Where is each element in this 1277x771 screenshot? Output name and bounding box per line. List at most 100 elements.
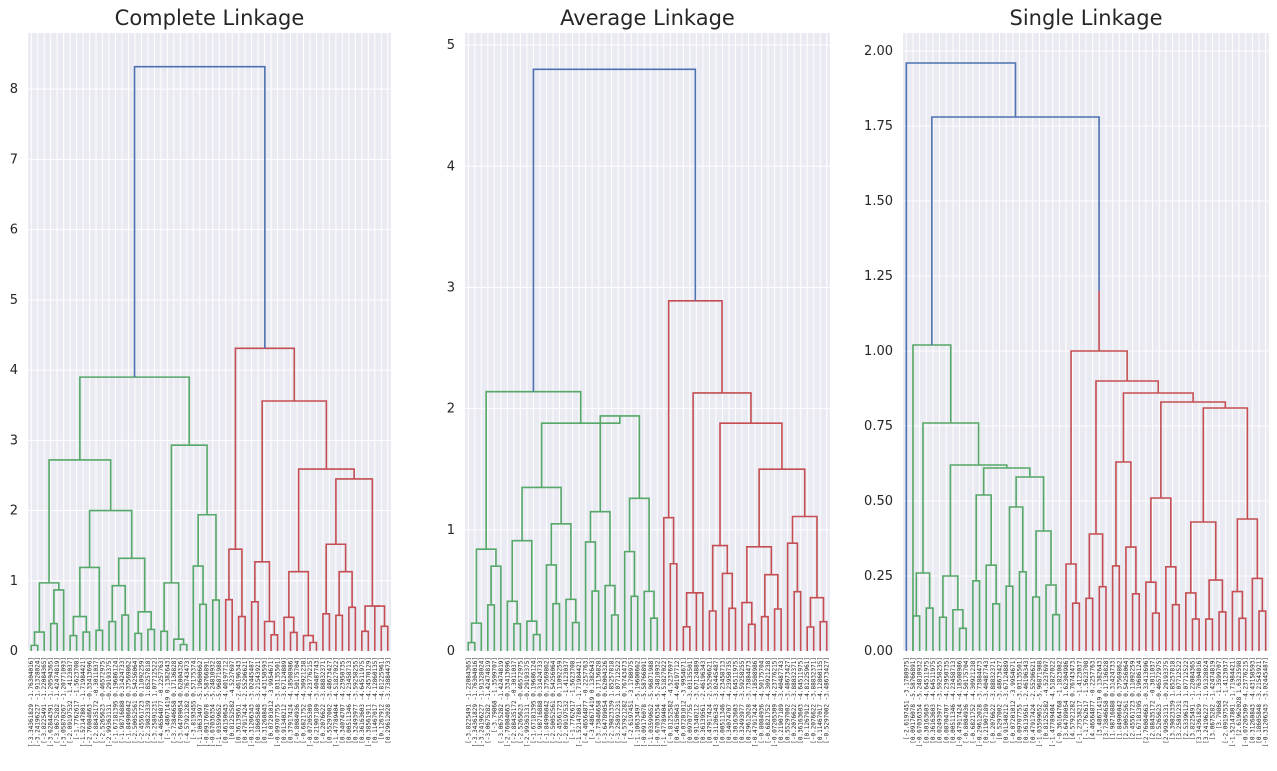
dendrogram-link [270,633,279,651]
leaf-label: [-0.07205309 -4.23776215] [307,657,314,747]
leaf-label: [-1.67181395 0.19686124] [113,657,120,744]
leaf-label: [0.55297002 -3.48673427] [785,657,792,744]
leaf-label: [0.32493977 -3.59258255] [352,657,359,744]
leaf-label: [0.91340212 -3.67124889] [1003,657,1010,744]
dendrogram-link [604,584,616,651]
single-linkage-panel: 0.00 0.25 0.50 0.75 1.00 1.25 1.50 1.75 2.00 [-2… [864,6,1270,747]
leaf-label: [-2.50052561 0.54256064] [132,657,139,744]
dendrogram-link [591,590,600,651]
dendrogram-link [263,620,276,651]
dendrogram-link [133,65,266,378]
dendrogram-link [475,548,497,624]
dendrogram-link [513,622,522,651]
grid [28,33,391,652]
y-tick-label: 1.75 [864,119,893,134]
leaf-label: [0.11467017 -4.12860135] [372,657,379,744]
leaf-label: [0.18605848 -3.21543921] [1256,657,1263,744]
dendrogram-link [565,598,577,651]
leaf-label: [-2.88435172 -0.3011037] [511,657,518,744]
leaf-label: [-3.0675282 -1.42474819] [485,657,492,744]
leaf-label: [-0.31206343 -3.02445487] [1263,657,1270,747]
leaf-label: [0.08704707 -4.23950735] [943,657,950,744]
leaf-label: [-3.64789054 0.62004326] [177,657,184,744]
leaf-label: [-3.8193455 0.57175374] [190,657,197,740]
dendrogram-link [79,566,101,631]
leaf-label: [2.45561723 0.11092259] [1130,657,1137,740]
leaf-label: [-2.5265623 -0.46572975] [517,657,524,744]
leaf-label: [2.5265623 -0.46572975] [1156,657,1163,740]
leaf-label: [0.29612028 -3.73884473] [385,657,392,744]
leaf-label: [0.09707755 -3.03135501] [1016,657,1023,744]
dendrogram-links [905,62,1267,651]
y-tick-label: 3 [447,280,455,295]
leaf-label: [-2.5265623 -0.46572975] [100,657,107,744]
y-tick-label: 0.75 [864,419,893,434]
leaf-label: [0.18605848 -3.21543921] [255,657,262,744]
leaf-label: [-1.47789404 -4.51827022] [661,657,668,747]
leaf-label: [0.37917424 -4.18508986] [288,657,295,744]
y-axis: 0.00 0.25 0.50 0.75 1.00 1.25 1.50 1.75 2.00 [864,44,893,659]
dendrogram-link [550,522,572,600]
leaf-label: [0.21907189 -3.40487743] [778,657,785,744]
chart-title: Single Linkage [1010,6,1163,30]
dendrogram-link [1131,593,1141,651]
leaf-label: [2.88435172 -0.3011037] [1150,657,1157,740]
leaf-label: [0.91340212 -3.67124889] [693,657,700,744]
leaf-label: [-4.46564877 -0.2257763] [583,657,590,744]
leaf-label: [-0.38561911 -4.24570129] [365,657,372,747]
dendrogram-link [545,564,558,651]
dendrogram-link [33,631,46,651]
dendrogram-link [309,641,318,651]
leaf-label: [0.47917424 -2.55296621] [242,657,249,744]
y-tick-label: 1 [10,574,18,589]
leaf-label: [-1.7762617 -1.5623708] [74,657,81,740]
leaf-label: [-0.67036354 -5.24810932] [210,657,217,747]
y-tick-label: 8 [10,82,18,97]
dendrogram-link [364,605,380,632]
dendrogram-link [552,602,561,651]
leaf-label: [0.34074707 -4.23950735] [726,657,733,744]
dendrogram-link [764,573,779,617]
y-tick-label: 2.00 [864,44,893,59]
dendrogram-link [526,620,538,651]
leaf-label: [-4.57921282 0.76743473] [622,657,629,744]
leaf-label: [0.36163603 -4.64511975] [798,657,805,744]
leaf-label: [0.47917424 -2.55296621] [1030,657,1037,744]
dendrogram-link [532,633,541,651]
leaf-label: [0.00511346 -4.23458713] [346,657,353,744]
leaf-label: [0.81252582 -4.5237697] [229,657,236,740]
leaf-label: [-2.99363131 -0.29193375] [524,657,531,747]
average-linkage-panel: 0 1 2 3 4 5 [-3.8225491 -1.22084365] [-3.34361… [447,6,831,747]
dendrogram-link [261,400,328,562]
leaf-label: [-1.47789404 -4.51827022] [333,657,340,747]
dendrogram-link [283,616,295,651]
leaf-label: [-3.25891231 1.07712522] [151,657,158,744]
leaf-label: [0.46150643 -4.40197712] [223,657,230,744]
leaf-label: [-2.45561723 0.11092259] [557,657,564,744]
y-tick-label: 0.00 [864,644,893,659]
leaf-label: [-1.84906042 0.37569862] [543,657,550,744]
y-tick-label: 1 [447,523,455,538]
y-tick-label: 7 [10,152,18,167]
dendrogram-link [628,497,650,592]
leaf-label: [2.99363131 -0.29193375] [1163,657,1170,744]
leaf-label: [-3.25891231 1.07712522] [615,657,622,744]
leaf-label: [-3.24196227 -1.91328024] [478,657,485,747]
leaf-label: [0.31260843 -4.43150593] [1249,657,1256,744]
y-tick-label: 5 [10,293,18,308]
chart-title: Complete Linkage [115,6,305,30]
leaf-label: [-0.2076622 -3.88832371] [990,657,997,744]
dendrogram-links [30,65,389,651]
leaf-label: [0.1267912 -4.81225961] [804,657,811,740]
leaf-label: [0.02493977 -3.59258255] [937,657,944,744]
leaf-label: [4.57921282 0.76743473] [1070,657,1077,740]
dendrogram-link [708,610,717,651]
leaf-label: [-0.09707755 -3.03135501] [275,657,282,747]
leaf-label: [-3.79868 -1.3599707] [491,657,498,733]
leaf-label: [0.36139561 -2.46196343] [1023,657,1030,744]
dendrogram-link [82,631,91,651]
leaf-label: [-0.09176078 -5.58766891] [203,657,210,747]
leaf-label: [-3.8225491 -1.22084365] [41,657,48,744]
dendrogram-link [506,600,518,651]
leaf-label: [-2.45561723 0.11092259] [138,657,145,744]
